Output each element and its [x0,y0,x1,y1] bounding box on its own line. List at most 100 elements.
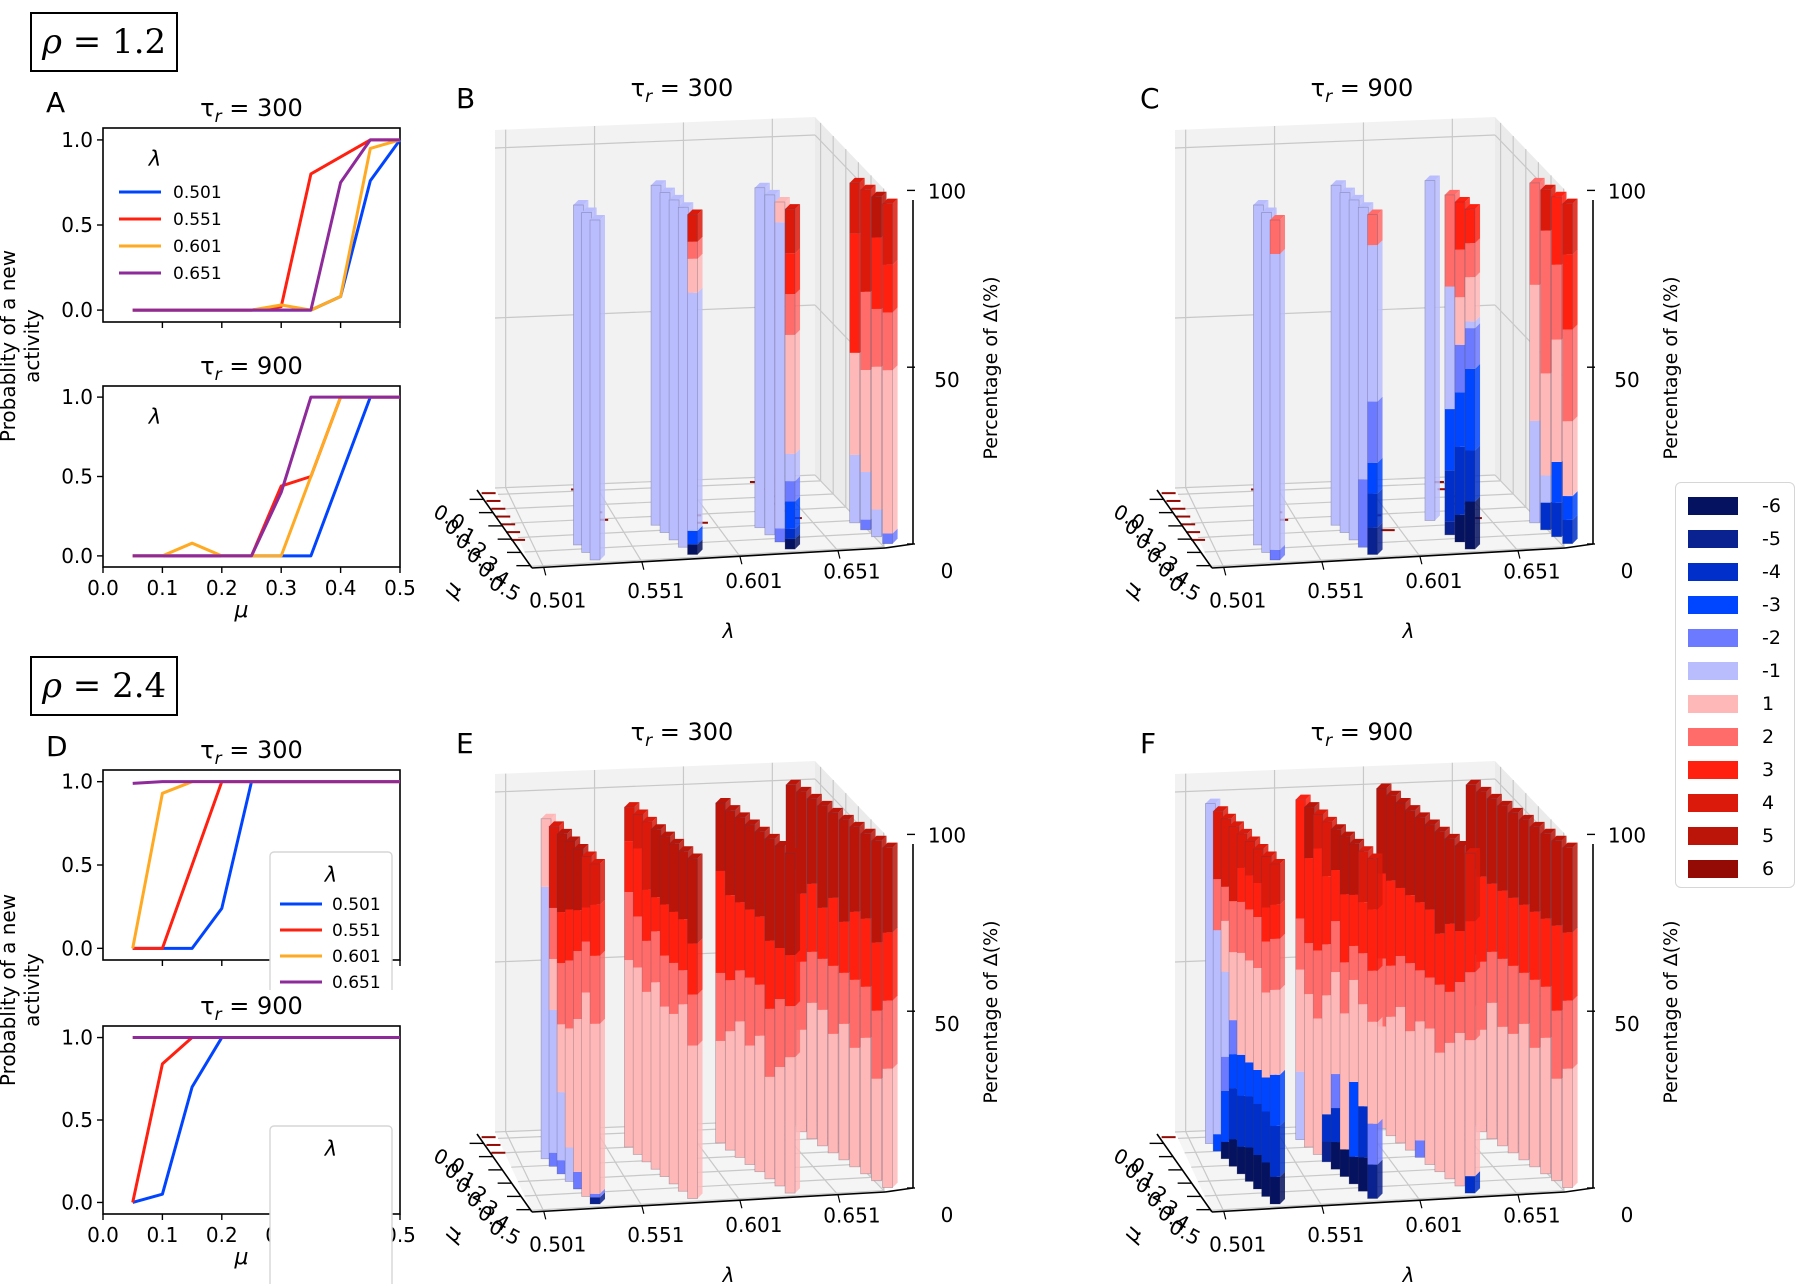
bar-segment--2 [882,533,893,544]
bar-top-face [557,828,573,834]
bar-top-face [1376,783,1392,789]
bar-top-face [1486,793,1502,799]
bar-top-face [1415,812,1431,818]
bar-top-face [764,833,780,839]
bar-segment--6 [1270,1176,1281,1205]
bar-segment-2 [1367,214,1378,246]
bar-segment--1 [1540,475,1551,503]
bar-segment-3 [1261,907,1272,942]
x-tick-label: 0.3 [265,576,297,600]
bar-segment--1 [590,220,601,561]
y-tick-label: 0.0 [61,1190,93,1214]
y-axis-label: μ [438,1222,467,1247]
bar-segment-2 [860,291,871,371]
x-axis-label: λ [1402,1263,1415,1284]
bar-segment--4 [1367,493,1378,528]
bar-segment-1 [774,202,785,223]
bar-segment-2 [871,308,882,367]
bar-segment-1 [1540,373,1551,476]
colorbar-entry: -2 [1688,627,1781,649]
bar-segment-2 [796,961,807,1030]
bar-segment-2 [1540,986,1551,1038]
bar-segment-3 [764,940,775,1009]
x-tick [543,1211,547,1220]
rho-box-2: ρ = 2.4 [30,656,179,716]
bar-segment--1 [1253,204,1264,545]
bar-top-face [796,786,812,792]
bar-segment--3 [1229,1054,1240,1089]
bar-outline [838,819,850,1161]
bar-segment-5 [735,817,746,903]
y-tick-label: 0.0 [61,936,93,960]
bar-segment-2 [1340,962,1351,1014]
bar-segment-1 [871,1078,882,1181]
bar-top-face [1367,209,1383,215]
bar-segment-1 [849,1047,860,1167]
bar-segment-3 [774,948,785,1000]
bar-segment-2 [1261,941,1272,993]
x-tick [1223,567,1227,576]
bar-segment-1 [1221,920,1232,972]
bar-segment--1 [871,509,882,537]
bar-segment-3 [678,919,689,971]
bar-segment-1 [565,1028,576,1148]
bar-segment-1 [687,1045,698,1199]
bar-segment-3 [1454,931,1465,983]
grid-line [531,1189,884,1211]
z-tick-label: 0 [941,1203,954,1227]
bar-segment-1 [806,1002,817,1139]
bar-segment-1 [590,1023,601,1194]
bar-segment-2 [828,965,839,1034]
bar-top-face [1221,813,1237,819]
bar-segment-3 [1237,867,1248,902]
bar-segment-side [1572,927,1578,1001]
bar-segment-2 [1434,984,1445,1053]
bar-outline [589,863,601,1205]
bar-segment-1 [1486,1002,1497,1139]
bar-segment-side [1377,1159,1383,1199]
bar-segment-2 [785,1006,796,1058]
y-tick-label: 0.0 [61,298,93,322]
panel-label-e: E [456,727,474,760]
stacked-bar [1562,198,1578,545]
bar-segment-1 [1253,967,1264,1070]
bar-segment--1 [1295,1071,1306,1140]
bar-top-face [860,828,876,834]
bar-segment-5 [1340,836,1351,895]
bar-segment-5 [882,847,893,933]
bar-segment-5 [744,824,755,910]
x-tick-label: 0.2 [206,576,238,600]
bar-segment-side [892,995,898,1069]
bar-top-face [1424,819,1440,825]
bar-segment-side [1572,491,1578,520]
bar-segment-side [1572,1063,1578,1188]
bar-outline [1454,845,1466,1187]
rho-box-1: ρ = 1.2 [30,12,179,72]
bar-segment-side [1377,1016,1383,1124]
bar-segment-1 [660,1006,671,1177]
bar-segment-2 [1529,182,1540,285]
bar-segment-3 [849,911,860,980]
bar-segment--4 [1261,1111,1272,1163]
bar-segment-3 [806,883,817,952]
bar-segment-1 [1349,979,1360,1082]
bar-segment-side [1377,457,1383,494]
bar-segment--6 [1261,1162,1272,1197]
bar-segment-3 [557,912,568,964]
bar-segment--2 [549,1152,560,1167]
bar-segment-2 [1221,886,1232,921]
bar-top-face [1270,215,1286,221]
stacked-bar [1424,175,1440,521]
x-axis-label: μ [234,598,249,623]
x-axis-line [1211,547,1566,569]
bar-segment-4 [1562,203,1573,255]
bar-outline [1562,203,1573,545]
bar-segment-side [795,848,801,956]
bar-outline [1454,201,1466,543]
grid-line [505,1131,545,1212]
bar-segment-3 [1454,202,1465,250]
z-axis-label: Percentage of Δ(%) [1660,920,1682,1103]
bar-segment-2 [1562,1000,1573,1069]
bar-segment-3 [754,916,765,985]
x-tick [641,1205,645,1214]
